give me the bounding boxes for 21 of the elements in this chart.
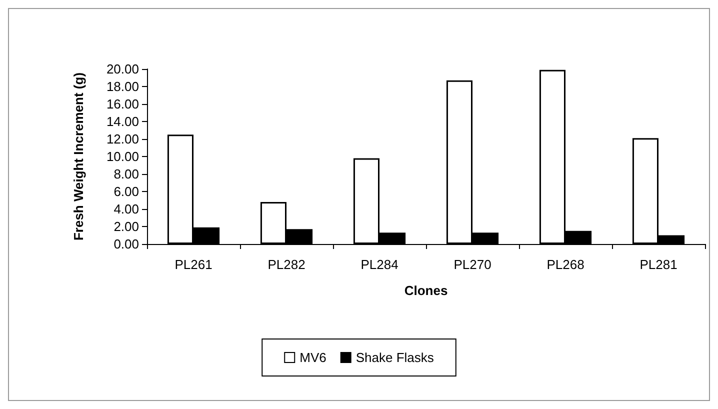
- x-tick-label: PL282: [268, 257, 306, 272]
- y-tick-label: 2.00: [114, 219, 139, 234]
- x-tick-label: PL284: [360, 257, 398, 272]
- y-tick-label: 20.00: [106, 62, 139, 76]
- x-axis-title: Clones: [404, 283, 448, 298]
- y-tick-label: 0.00: [114, 236, 139, 252]
- y-tick-label: 16.00: [106, 96, 139, 112]
- y-tick-label: 4.00: [114, 202, 139, 216]
- legend-label: Shake Flasks: [356, 350, 434, 365]
- x-tick-label: PL281: [640, 257, 678, 272]
- y-axis-title: Fresh Weight Increment (g): [71, 72, 86, 241]
- x-tick-label: PL261: [174, 257, 212, 272]
- y-tick-label: 10.00: [106, 149, 139, 164]
- y-tick-label: 14.00: [106, 114, 139, 129]
- legend-label: MV6: [300, 350, 326, 365]
- y-tick-label: 12.00: [106, 132, 139, 146]
- y-tick-label: 6.00: [114, 184, 139, 199]
- y-tick-label: 8.00: [114, 166, 139, 182]
- x-tick-label: PL270: [454, 257, 492, 272]
- y-tick-label: 18.00: [106, 79, 139, 94]
- x-tick-label: PL268: [546, 257, 584, 272]
